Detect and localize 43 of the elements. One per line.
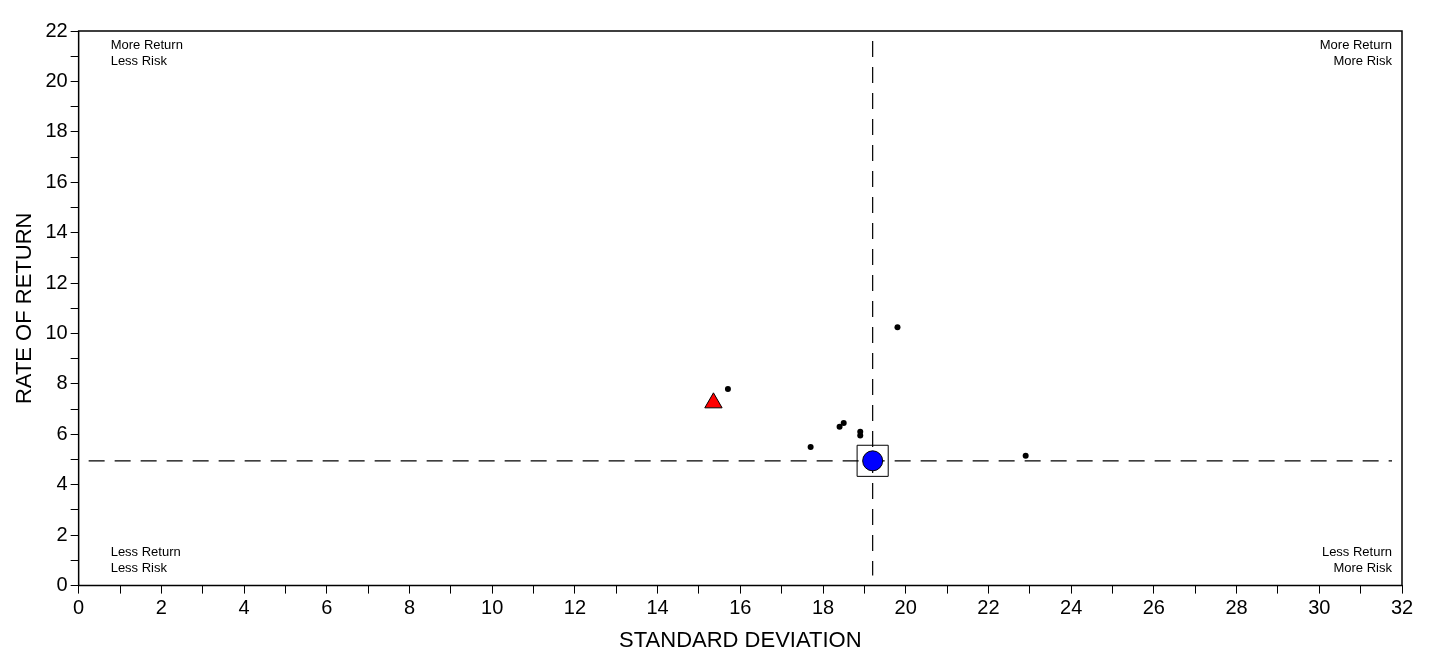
point [857,432,864,439]
y-tick-label: 6 [56,421,68,444]
x-tick-label: 2 [155,596,167,619]
point [1022,452,1029,459]
y-tick-label: 22 [45,18,68,41]
x-tick-label: 32 [1390,596,1414,619]
annotation: Less Return More Risk [1321,543,1393,575]
x-axis-title: STANDARD DEVIATION [619,626,862,652]
x-tick-label: 28 [1225,596,1248,619]
y-tick-label: 12 [45,270,68,293]
point [807,443,814,450]
y-tick-label: 20 [45,68,68,91]
x-tick-label: 20 [894,596,917,619]
y-tick-label: 4 [56,472,68,495]
point [836,423,843,430]
y-tick-label: 2 [56,522,68,545]
point [856,444,889,477]
point [724,385,731,392]
y-tick-label: 8 [56,371,68,394]
x-tick-label: 18 [811,596,835,619]
x-tick-label: 14 [646,596,669,619]
x-tick-label: 6 [321,596,333,619]
point [894,324,901,331]
y-tick-label: 14 [45,220,68,243]
x-tick-label: 26 [1142,596,1165,619]
x-tick-label: 0 [73,596,85,619]
y-tick-label: 0 [56,573,68,596]
annotation: Less Return Less Risk [110,543,181,575]
x-tick-label: 4 [238,596,250,619]
x-tick-label: 16 [729,596,752,619]
y-axis-title: RATE OF RETURN [11,212,37,405]
y-tick-label: 10 [45,321,68,344]
annotation: More Return More Risk [1319,37,1393,69]
x-tick-label: 8 [403,596,416,619]
x-tick-label: 30 [1308,596,1331,619]
x-tick-label: 24 [1060,596,1083,619]
annotation: More Return Less Risk [110,37,183,69]
y-tick-label: 16 [45,169,68,192]
x-tick-label: 12 [563,596,587,619]
point [840,420,847,426]
x-tick-label: 22 [977,596,1000,619]
y-tick-label: 18 [45,119,68,142]
x-tick-label: 10 [481,596,504,619]
